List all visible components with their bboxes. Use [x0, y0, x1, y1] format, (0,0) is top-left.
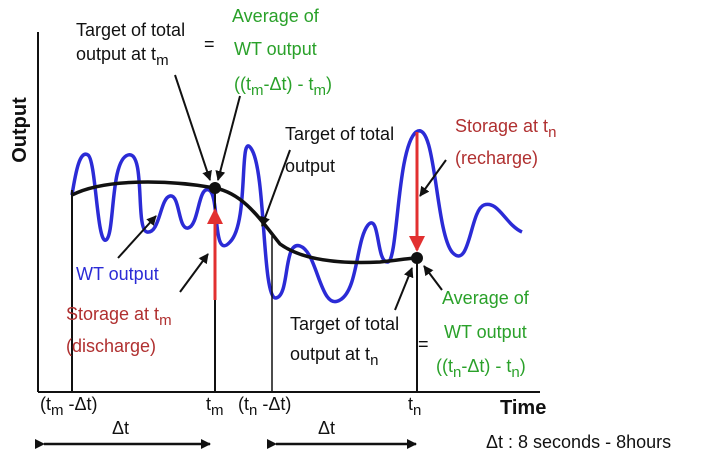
- tick-tm-minus-dt: (tm -Δt): [40, 394, 98, 419]
- wt-output-label: WT output: [76, 264, 159, 284]
- x-axis-title: Time: [500, 397, 546, 419]
- target-mid-line1: Target of total: [285, 124, 394, 144]
- target-tn-line1: Target of total: [290, 314, 399, 334]
- equals-top: =: [204, 34, 215, 54]
- avg-top-line2: WT output: [234, 39, 317, 59]
- pointer-storage-tm: [179, 253, 209, 293]
- avg-bot-line1: Average of: [442, 288, 530, 308]
- pointer-target-mid: [260, 149, 291, 227]
- pointer-target-tn: [394, 267, 414, 311]
- avg-bot-line3: ((tn-Δt) - tn): [436, 356, 526, 381]
- target-point-tm: [209, 182, 221, 194]
- pointer-avg-bot: [423, 265, 443, 291]
- target-point-tn: [411, 252, 423, 264]
- avg-top-line3: ((tm-Δt) - tm): [234, 74, 332, 99]
- equals-bottom: =: [418, 334, 429, 354]
- interval-note: Δt : 8 seconds - 8hours: [486, 432, 671, 452]
- storage-tn-line1: Storage at tn: [455, 116, 556, 141]
- target-tm-line1: Target of total: [76, 20, 185, 40]
- interval-right-label: Δt: [318, 418, 335, 438]
- avg-bot-line2: WT output: [444, 322, 527, 342]
- target-tm-line2: output at tm: [76, 44, 169, 69]
- target-curve: [71, 180, 418, 265]
- pointer-storage-tn: [419, 159, 447, 197]
- tick-tm: tm: [206, 394, 224, 419]
- storage-tn-line2: (recharge): [455, 148, 538, 168]
- pointer-avg-top: [215, 95, 241, 181]
- storage-tm-line1: Storage at tm: [66, 304, 172, 329]
- pointer-target-tm: [174, 74, 212, 181]
- storage-tm-line2: (discharge): [66, 336, 156, 356]
- tick-tn: tn: [408, 394, 421, 419]
- tick-tn-minus-dt: (tn -Δt): [238, 394, 291, 419]
- avg-top-line1: Average of: [232, 6, 320, 26]
- target-mid-line2: output: [285, 156, 335, 176]
- y-axis-title: Output: [9, 97, 31, 163]
- interval-left-label: Δt: [112, 418, 129, 438]
- wt-output-curve: [70, 129, 523, 304]
- pointer-wt-output: [117, 215, 157, 259]
- target-tn-line2: output at tn: [290, 344, 378, 369]
